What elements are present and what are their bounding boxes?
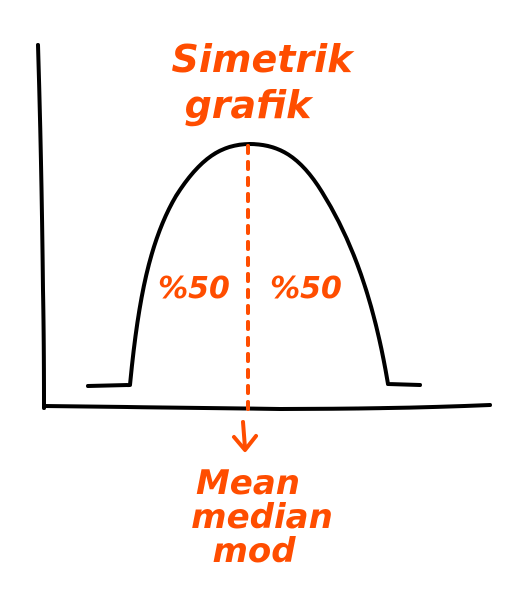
right-area-label: %50	[270, 271, 342, 306]
down-arrow-icon	[232, 420, 258, 452]
center-label-median: median	[191, 497, 333, 537]
title-line-2: grafik	[185, 83, 314, 127]
x-axis	[42, 403, 492, 412]
center-label-mod: mod	[212, 531, 296, 571]
center-label-mean: Mean	[196, 463, 300, 503]
distribution-curve	[86, 142, 422, 388]
title-line-1: Simetrik	[172, 37, 356, 81]
y-axis	[36, 43, 46, 410]
left-area-label: %50	[158, 271, 230, 306]
